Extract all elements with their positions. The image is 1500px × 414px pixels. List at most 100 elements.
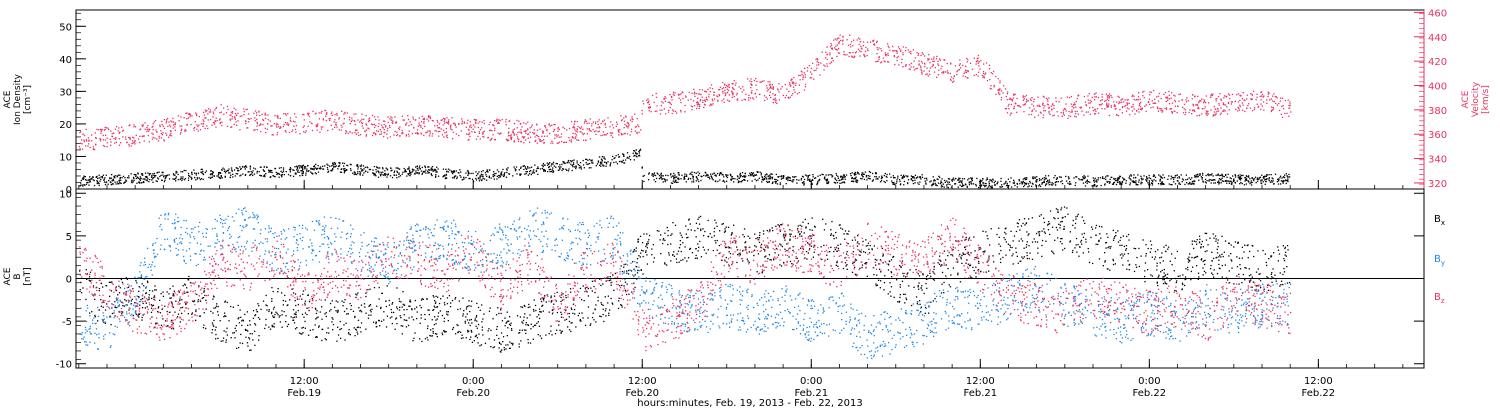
density-series-point <box>894 177 895 178</box>
field-axis-label-line-2: [nT] <box>23 267 33 285</box>
density-series-point <box>819 179 820 180</box>
velocity-series-point <box>768 89 769 90</box>
velocity-series-point <box>517 138 518 139</box>
velocity-series-point <box>389 125 390 126</box>
density-series-point <box>636 153 637 154</box>
velocity-series-point <box>341 130 342 131</box>
velocity-series-point <box>498 133 499 134</box>
velocity-series-point <box>331 113 332 114</box>
density-series-point <box>380 174 381 175</box>
velocity-series-point <box>797 93 798 94</box>
velocity-series-point <box>873 41 874 42</box>
velocity-series-point <box>769 88 770 89</box>
velocity-series-point <box>506 119 507 120</box>
velocity-series-point <box>562 127 563 128</box>
density-series-point <box>1034 177 1035 178</box>
velocity-series-point <box>79 146 80 147</box>
density-series-point <box>914 180 915 181</box>
velocity-series-point <box>932 61 933 62</box>
density-series-point <box>1225 181 1226 182</box>
velocity-series-point <box>1111 107 1112 108</box>
density-series-point <box>945 182 946 183</box>
velocity-series-point <box>217 120 218 121</box>
velocity-series-point <box>621 134 622 135</box>
velocity-series-point <box>642 110 643 111</box>
density-series-point <box>214 175 215 176</box>
velocity-series-point <box>341 111 342 112</box>
density-series-point <box>260 167 261 168</box>
density-series-point <box>1053 177 1054 178</box>
density-series-point <box>876 178 877 179</box>
density-series-point <box>211 170 212 171</box>
velocity-series-point <box>618 134 619 135</box>
density-series-point <box>327 165 328 166</box>
density-series-point <box>907 176 908 177</box>
velocity-series-point <box>727 89 728 90</box>
velocity-series-point <box>164 140 165 141</box>
density-series-point <box>452 173 453 174</box>
velocity-series-point <box>237 120 238 121</box>
density-series-point <box>838 180 839 181</box>
velocity-series-point <box>1133 96 1134 97</box>
density-series-point <box>940 183 941 184</box>
velocity-series-point <box>929 62 930 63</box>
density-series-point <box>659 178 660 179</box>
velocity-series-point <box>114 143 115 144</box>
velocity-series-point <box>534 129 535 130</box>
velocity-series-point <box>909 52 910 53</box>
velocity-series-point <box>556 134 557 135</box>
velocity-series-point <box>1184 104 1185 105</box>
density-series-point <box>1141 182 1142 183</box>
velocity-series-point <box>128 144 129 145</box>
velocity-series-point <box>1167 100 1168 101</box>
density-series-point <box>1079 179 1080 180</box>
density-series-point <box>1094 184 1095 185</box>
density-series-point <box>1041 183 1042 184</box>
density-series-point <box>934 179 935 180</box>
density-series-point <box>686 181 687 182</box>
density-series-point <box>605 166 606 167</box>
density-series-point <box>434 170 435 171</box>
density-series-point <box>600 163 601 164</box>
density-series-point <box>205 172 206 173</box>
velocity-series-point <box>374 132 375 133</box>
density-series-point <box>1048 175 1049 176</box>
velocity-series-point <box>1256 97 1257 98</box>
density-series-point <box>1239 178 1240 179</box>
density-series-point <box>271 172 272 173</box>
density-series-point <box>748 175 749 176</box>
field-tick-label-1: -5 <box>62 317 72 328</box>
density-series-point <box>286 171 287 172</box>
velocity-series-point <box>631 118 632 119</box>
density-series-point <box>803 184 804 185</box>
density-series-point <box>218 172 219 173</box>
density-series-point <box>1149 175 1150 176</box>
velocity-series-point <box>656 93 657 94</box>
velocity-series-point <box>1129 114 1130 115</box>
velocity-series-point <box>696 93 697 94</box>
velocity-series-point <box>442 134 443 135</box>
density-series-point <box>1171 176 1172 177</box>
density-series-point <box>824 177 825 178</box>
density-series-point <box>850 175 851 176</box>
density-series-point <box>1096 179 1097 180</box>
density-series-point <box>886 180 887 181</box>
density-series-point <box>222 177 223 178</box>
velocity-series-point <box>829 52 830 53</box>
density-series-point <box>861 174 862 175</box>
velocity-series-point <box>811 73 812 74</box>
density-series-point <box>463 178 464 179</box>
density-series-point <box>841 182 842 183</box>
velocity-series-point <box>682 91 683 92</box>
density-series-point <box>904 181 905 182</box>
density-series-point <box>127 177 128 178</box>
velocity-series-point <box>443 124 444 125</box>
velocity-series-point <box>283 113 284 114</box>
velocity-series-point <box>95 132 96 133</box>
density-series-point <box>468 178 469 179</box>
density-series-point <box>967 179 968 180</box>
velocity-series-point <box>908 49 909 50</box>
velocity-series-point <box>684 111 685 112</box>
density-series-point <box>83 184 84 185</box>
velocity-series-point <box>817 58 818 59</box>
